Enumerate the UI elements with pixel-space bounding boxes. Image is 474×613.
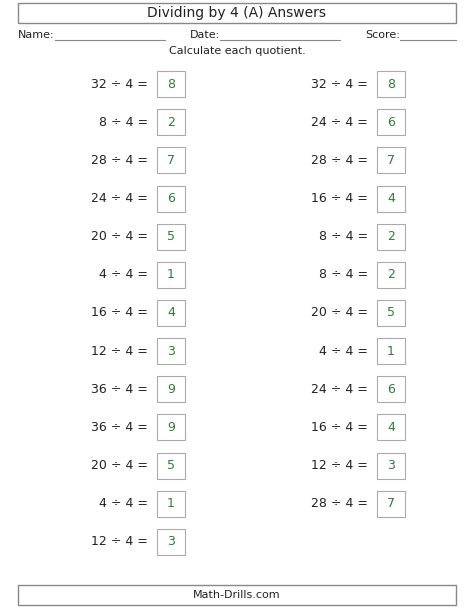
Text: 4: 4 — [387, 192, 395, 205]
Text: 24 ÷ 4 =: 24 ÷ 4 = — [91, 192, 148, 205]
Text: 4: 4 — [167, 306, 175, 319]
Text: 36 ÷ 4 =: 36 ÷ 4 = — [91, 421, 148, 434]
Text: 28 ÷ 4 =: 28 ÷ 4 = — [91, 154, 148, 167]
Bar — [157, 414, 185, 440]
Text: 36 ÷ 4 =: 36 ÷ 4 = — [91, 383, 148, 396]
Bar — [377, 71, 405, 97]
Bar — [377, 224, 405, 249]
Bar — [157, 452, 185, 479]
Bar — [157, 147, 185, 173]
Bar — [377, 300, 405, 326]
Text: 16 ÷ 4 =: 16 ÷ 4 = — [311, 421, 368, 434]
Text: 24 ÷ 4 =: 24 ÷ 4 = — [311, 383, 368, 396]
Text: Score:: Score: — [365, 30, 400, 40]
Text: 16 ÷ 4 =: 16 ÷ 4 = — [91, 306, 148, 319]
Text: 4: 4 — [387, 421, 395, 434]
Bar — [157, 529, 185, 555]
Text: Dividing by 4 (A) Answers: Dividing by 4 (A) Answers — [147, 6, 327, 20]
Text: 1: 1 — [387, 345, 395, 357]
Text: 8: 8 — [167, 78, 175, 91]
Bar — [157, 71, 185, 97]
Text: 6: 6 — [167, 192, 175, 205]
Text: 32 ÷ 4 =: 32 ÷ 4 = — [311, 78, 368, 91]
Text: 3: 3 — [167, 345, 175, 357]
Text: 20 ÷ 4 =: 20 ÷ 4 = — [91, 230, 148, 243]
Bar — [377, 414, 405, 440]
Text: 7: 7 — [387, 497, 395, 510]
Text: 2: 2 — [387, 230, 395, 243]
Text: 16 ÷ 4 =: 16 ÷ 4 = — [311, 192, 368, 205]
Text: 24 ÷ 4 =: 24 ÷ 4 = — [311, 116, 368, 129]
Text: 32 ÷ 4 =: 32 ÷ 4 = — [91, 78, 148, 91]
Text: 4 ÷ 4 =: 4 ÷ 4 = — [319, 345, 368, 357]
Bar — [377, 262, 405, 288]
Text: 2: 2 — [387, 268, 395, 281]
Text: 12 ÷ 4 =: 12 ÷ 4 = — [91, 345, 148, 357]
Text: Math-Drills.com: Math-Drills.com — [193, 590, 281, 600]
Text: 28 ÷ 4 =: 28 ÷ 4 = — [311, 154, 368, 167]
Text: 7: 7 — [167, 154, 175, 167]
Bar — [157, 262, 185, 288]
Bar — [157, 186, 185, 211]
Text: 7: 7 — [387, 154, 395, 167]
Text: 5: 5 — [387, 306, 395, 319]
Text: Name:: Name: — [18, 30, 55, 40]
Bar — [377, 186, 405, 211]
Text: 6: 6 — [387, 383, 395, 396]
Text: 20 ÷ 4 =: 20 ÷ 4 = — [91, 459, 148, 472]
Text: 9: 9 — [167, 421, 175, 434]
Bar — [377, 491, 405, 517]
Text: Calculate each quotient.: Calculate each quotient. — [169, 46, 305, 56]
Bar — [157, 224, 185, 249]
Text: 12 ÷ 4 =: 12 ÷ 4 = — [91, 535, 148, 549]
Bar — [157, 491, 185, 517]
Text: 9: 9 — [167, 383, 175, 396]
Text: 5: 5 — [167, 459, 175, 472]
Text: 8 ÷ 4 =: 8 ÷ 4 = — [319, 268, 368, 281]
Bar — [377, 452, 405, 479]
Bar — [18, 3, 456, 23]
Text: 28 ÷ 4 =: 28 ÷ 4 = — [311, 497, 368, 510]
Text: 4 ÷ 4 =: 4 ÷ 4 = — [99, 497, 148, 510]
Text: 8 ÷ 4 =: 8 ÷ 4 = — [99, 116, 148, 129]
Text: 8 ÷ 4 =: 8 ÷ 4 = — [319, 230, 368, 243]
Bar — [377, 109, 405, 135]
Text: 5: 5 — [167, 230, 175, 243]
Text: 1: 1 — [167, 268, 175, 281]
Text: 6: 6 — [387, 116, 395, 129]
Bar — [157, 338, 185, 364]
Text: 2: 2 — [167, 116, 175, 129]
Text: 3: 3 — [387, 459, 395, 472]
Bar — [157, 300, 185, 326]
Text: 20 ÷ 4 =: 20 ÷ 4 = — [311, 306, 368, 319]
Bar — [377, 338, 405, 364]
Bar — [377, 147, 405, 173]
Text: Date:: Date: — [190, 30, 220, 40]
Bar — [18, 585, 456, 605]
Bar — [157, 376, 185, 402]
Text: 4 ÷ 4 =: 4 ÷ 4 = — [99, 268, 148, 281]
Text: 8: 8 — [387, 78, 395, 91]
Bar — [157, 109, 185, 135]
Text: 12 ÷ 4 =: 12 ÷ 4 = — [311, 459, 368, 472]
Bar — [377, 376, 405, 402]
Text: 1: 1 — [167, 497, 175, 510]
Text: 3: 3 — [167, 535, 175, 549]
